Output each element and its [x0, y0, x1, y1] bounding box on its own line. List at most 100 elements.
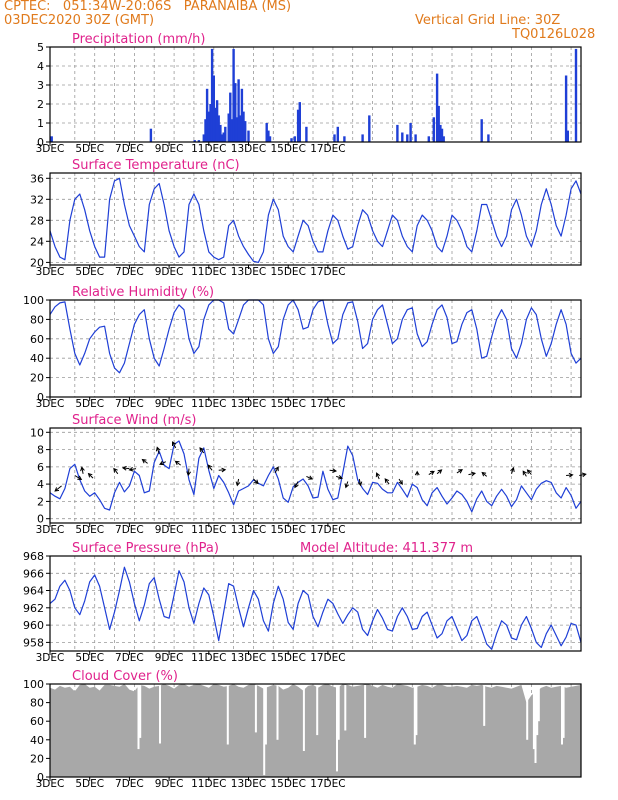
- precip-bar: [427, 136, 430, 142]
- y-tick-label: 60: [30, 333, 44, 346]
- precip-bar: [432, 117, 435, 142]
- wind-vector: [172, 441, 177, 449]
- wind-vector: [526, 469, 532, 475]
- x-tick-label: 5DEC: [75, 266, 104, 278]
- precip-bar: [205, 88, 209, 142]
- series-line: [49, 299, 582, 374]
- wind-vector: [468, 471, 477, 477]
- wind-vector: [155, 446, 161, 455]
- wind-vector: [80, 466, 85, 474]
- wind-vector: [207, 464, 213, 471]
- wind-vector: [375, 472, 381, 480]
- x-tick-label: 5DEC: [75, 778, 104, 790]
- precip-bar: [406, 134, 409, 142]
- wind-vector: [344, 481, 350, 489]
- x-tick-label: 11DEC: [191, 398, 226, 410]
- precip-bar: [193, 140, 196, 142]
- y-tick-label: 10: [30, 426, 44, 439]
- precip-bar: [267, 130, 270, 142]
- precip-bar: [197, 140, 201, 142]
- x-tick-label: 13DEC: [231, 652, 266, 664]
- x-tick-label: 3DEC: [36, 652, 65, 664]
- x-tick-label: 3DEC: [36, 778, 65, 790]
- plot-frame: [49, 46, 582, 143]
- cloud-dip: [415, 685, 418, 736]
- precip-bar: [204, 119, 207, 142]
- wind-vector: [579, 472, 587, 478]
- panel-4: [46, 427, 587, 527]
- x-tick-label: 11DEC: [191, 143, 226, 155]
- x-tick-label: 7DEC: [115, 143, 144, 155]
- precip-bar: [207, 111, 210, 142]
- precip-bar: [232, 48, 235, 142]
- cloud-dip: [364, 685, 367, 738]
- precip-bar: [333, 134, 336, 142]
- plot-frame: [49, 299, 582, 398]
- x-tick-label: 15DEC: [270, 398, 305, 410]
- y-tick-label: 60: [30, 715, 44, 728]
- cloud-dip: [316, 685, 319, 736]
- precip-bar: [298, 102, 301, 142]
- precip-bar: [247, 130, 250, 142]
- wind-vector: [159, 460, 167, 466]
- wind-vector: [436, 469, 443, 475]
- x-tick-label: 9DEC: [155, 143, 184, 155]
- precip-bar: [442, 136, 445, 142]
- x-tick-label: 11DEC: [191, 524, 226, 536]
- y-tick-label: 958: [23, 636, 44, 649]
- x-tick-label: 17DEC: [310, 652, 345, 664]
- precip-bar: [293, 136, 296, 142]
- wind-vector: [174, 460, 181, 466]
- precip-bar: [50, 136, 53, 142]
- precip-bar: [222, 132, 225, 142]
- x-tick-label: 11DEC: [191, 778, 226, 790]
- cloud-dip: [526, 685, 529, 740]
- precip-bar: [296, 109, 300, 142]
- y-tick-label: 2: [37, 98, 44, 111]
- cloud-dip: [413, 685, 416, 745]
- wind-vector: [329, 468, 338, 473]
- precip-bar: [574, 48, 578, 142]
- cloud-dip: [536, 685, 539, 736]
- wind-vector: [510, 466, 515, 474]
- panel-title: Surface Temperature (nC): [72, 158, 240, 173]
- y-tick-label: 36: [30, 172, 44, 185]
- y-tick-label: 964: [23, 585, 44, 598]
- cloud-dip: [337, 685, 340, 740]
- y-tick-label: 0: [37, 391, 44, 404]
- x-tick-label: 13DEC: [231, 266, 266, 278]
- x-tick-label: 5DEC: [75, 652, 104, 664]
- x-tick-label: 9DEC: [155, 266, 184, 278]
- precip-bar: [215, 100, 219, 142]
- station-header: CPTEC: 051:34W-20:06S PARANAIBA (MS): [4, 0, 292, 14]
- y-tick-label: 32: [30, 193, 44, 206]
- precip-bar: [437, 105, 440, 142]
- x-tick-label: 5DEC: [75, 143, 104, 155]
- plot-frame: [49, 427, 582, 524]
- y-tick-label: 0: [37, 771, 44, 784]
- y-tick-label: 960: [23, 619, 44, 632]
- model-altitude: Model Altitude: 411.377 m: [300, 541, 473, 556]
- series-line: [49, 440, 582, 513]
- y-tick-label: 20: [30, 372, 44, 385]
- cloud-dip: [534, 685, 537, 763]
- x-tick-label: 13DEC: [231, 778, 266, 790]
- panel-3: [46, 299, 582, 401]
- precip-bar: [290, 138, 293, 142]
- y-tick-label: 5: [37, 41, 44, 54]
- y-tick-label: 4: [37, 478, 44, 491]
- wind-vector: [294, 481, 299, 489]
- series-line: [49, 566, 582, 650]
- cloud-cover-fill: [50, 684, 581, 777]
- x-tick-label: 13DEC: [231, 398, 266, 410]
- cloud-dip: [344, 685, 347, 731]
- panel-title: Cloud Cover (%): [72, 669, 178, 684]
- panel-5: [46, 555, 582, 655]
- cloud-dip: [483, 685, 486, 726]
- wind-vector: [566, 472, 574, 478]
- wind-vector: [428, 470, 435, 476]
- cloud-area: [50, 684, 581, 777]
- precip-bar: [235, 117, 239, 142]
- precip-bar: [305, 126, 308, 142]
- precip-bar: [229, 92, 232, 142]
